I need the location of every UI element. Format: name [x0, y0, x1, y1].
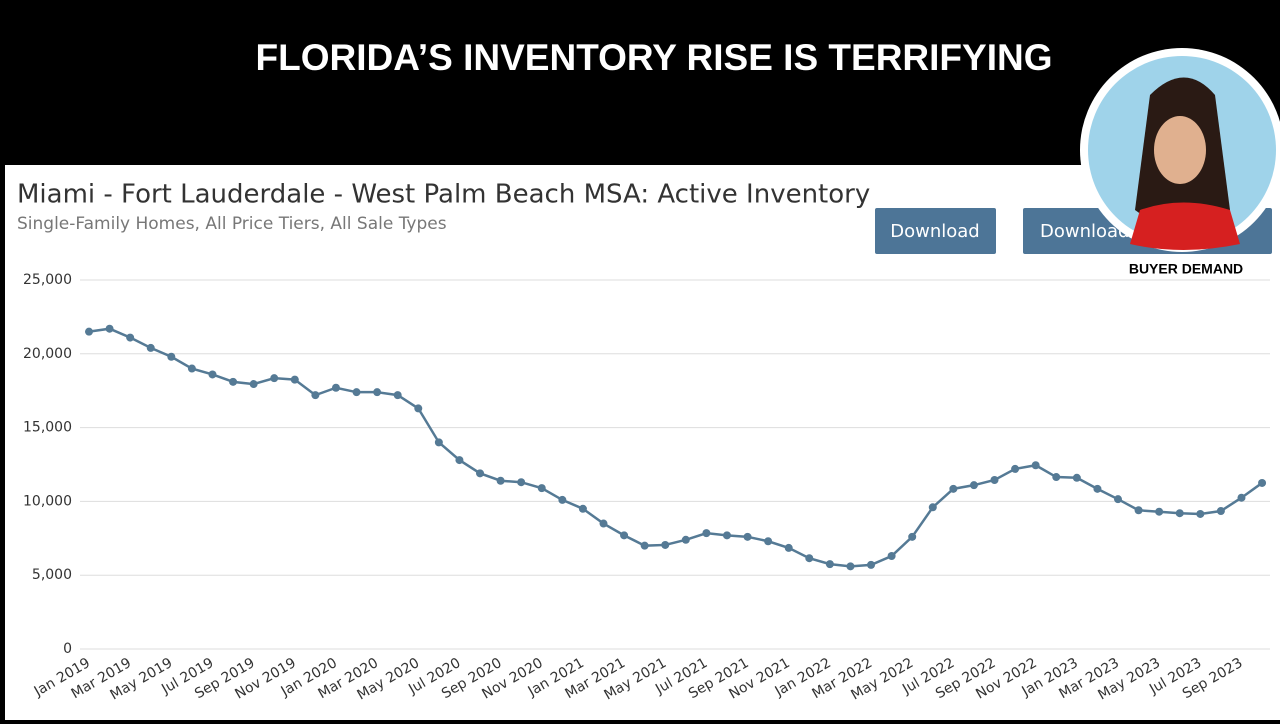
data-point [558, 495, 567, 504]
headline: FLORIDA’S INVENTORY RISE IS TERRIFYING [256, 37, 1053, 78]
data-point [784, 543, 793, 552]
data-point [1072, 473, 1081, 482]
data-point [1031, 461, 1040, 470]
data-point [249, 380, 258, 389]
y-tick-label: 15,000 [23, 420, 72, 436]
data-point [476, 469, 485, 478]
data-point [743, 532, 752, 541]
y-tick-label: 10,000 [23, 493, 72, 509]
data-point [599, 519, 608, 528]
data-point [1114, 495, 1122, 504]
data-point [1052, 473, 1061, 482]
data-point [949, 484, 958, 493]
data-point [1134, 506, 1143, 515]
chart-subtitle: Single-Family Homes, All Price Tiers, Al… [17, 214, 447, 234]
data-point [290, 375, 299, 384]
data-point [578, 504, 587, 513]
data-line [88, 327, 1263, 568]
data-point [1258, 478, 1267, 487]
data-point [1155, 507, 1164, 516]
download-button-label[interactable]: Download [890, 221, 979, 242]
avatar [1080, 48, 1280, 252]
data-point [805, 554, 814, 563]
avatar-shirt [1130, 202, 1240, 250]
data-point [722, 531, 731, 540]
data-point [681, 535, 690, 544]
data-point [537, 484, 546, 493]
data-point [414, 404, 423, 413]
data-point [393, 391, 402, 400]
data-point [1216, 506, 1225, 515]
data-point [517, 478, 526, 487]
download-button-label[interactable]: Download [1040, 221, 1129, 242]
data-point [105, 324, 114, 333]
y-tick-label: 25,000 [23, 272, 72, 288]
data-point [208, 370, 217, 379]
y-tick-label: 20,000 [23, 346, 72, 362]
data-point [867, 560, 876, 569]
data-point [1196, 509, 1205, 518]
data-point [620, 531, 629, 540]
data-point [1011, 464, 1020, 473]
data-point [167, 352, 176, 361]
data-point [825, 560, 834, 569]
data-point [146, 343, 155, 352]
data-point [229, 377, 238, 386]
chart-title: Miami - Fort Lauderdale - West Palm Beac… [17, 180, 870, 210]
data-point [1093, 484, 1102, 493]
data-point [928, 503, 937, 512]
data-point [352, 388, 361, 397]
data-point [887, 552, 896, 561]
data-point [1237, 493, 1246, 502]
data-point [640, 541, 649, 550]
data-point [661, 540, 670, 549]
data-point [908, 532, 917, 541]
avatar-face [1154, 116, 1206, 184]
data-point [331, 383, 340, 392]
data-point [85, 327, 93, 336]
data-point [846, 562, 855, 571]
data-point [126, 333, 135, 342]
download-button[interactable] [875, 208, 996, 254]
data-point [187, 364, 196, 373]
data-point [702, 529, 711, 538]
data-point [969, 481, 978, 490]
chart-panel [5, 165, 1280, 720]
data-point [764, 537, 773, 546]
data-point [990, 475, 999, 484]
y-tick-label: 0 [63, 641, 72, 657]
data-point [1175, 509, 1184, 518]
data-point [434, 438, 443, 447]
y-tick-label: 5,000 [32, 567, 72, 583]
data-point [496, 476, 505, 485]
data-point [455, 456, 464, 465]
badge-caption: BUYER DEMAND [1129, 261, 1243, 277]
data-point [270, 374, 279, 383]
data-point [373, 388, 382, 397]
data-point [311, 391, 320, 400]
